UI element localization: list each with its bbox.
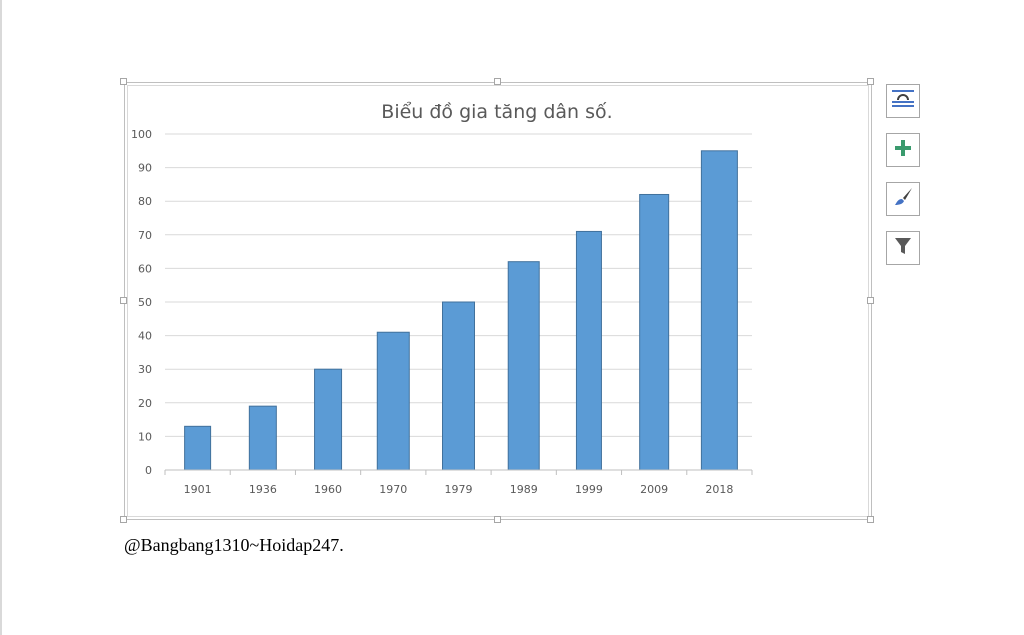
x-tick-label: 1936 <box>249 483 277 496</box>
resize-handle-top-right[interactable] <box>867 78 874 85</box>
bar-1989[interactable] <box>507 261 540 471</box>
chart-styles-button[interactable] <box>886 182 920 216</box>
y-tick-label: 80 <box>138 195 152 208</box>
chart-elements-button[interactable] <box>886 133 920 167</box>
chart-title: Biểu đồ gia tăng dân số. <box>381 101 612 123</box>
resize-handle-bottom-left[interactable] <box>120 516 127 523</box>
y-tick-label: 50 <box>138 296 152 309</box>
caption-text: @Bangbang1310~Hoidap247. <box>124 535 344 555</box>
chart-filters-button[interactable] <box>886 231 920 265</box>
plus-icon <box>893 138 913 163</box>
x-tick-label: 2009 <box>640 483 668 496</box>
page-left-edge <box>0 0 2 635</box>
resize-handle-bottom-right[interactable] <box>867 516 874 523</box>
resize-handle-right[interactable] <box>867 297 874 304</box>
x-tick-label: 1989 <box>510 483 538 496</box>
resize-handle-bottom[interactable] <box>494 516 501 523</box>
y-tick-label: 40 <box>138 330 152 343</box>
bar-1999[interactable] <box>575 230 602 471</box>
bars <box>184 150 738 471</box>
bar-1936[interactable] <box>248 405 277 471</box>
x-tick-label: 2018 <box>705 483 733 496</box>
funnel-icon <box>893 236 913 261</box>
x-tick-label: 1960 <box>314 483 342 496</box>
y-axis-labels: 0 10 20 30 40 50 60 70 80 90 100 <box>131 128 152 477</box>
bar-2009[interactable] <box>639 193 670 471</box>
bar-2018[interactable] <box>700 150 738 471</box>
brush-icon <box>892 186 914 213</box>
y-tick-label: 60 <box>138 262 152 275</box>
y-tick-label: 0 <box>145 464 152 477</box>
layout-options-button[interactable] <box>886 84 920 118</box>
y-tick-label: 100 <box>131 128 152 141</box>
x-tick-label: 1999 <box>575 483 603 496</box>
y-tick-label: 20 <box>138 397 152 410</box>
x-tick-label: 1901 <box>184 483 212 496</box>
y-tick-label: 10 <box>138 430 152 443</box>
x-tick-label: 1970 <box>379 483 407 496</box>
bar-1960[interactable] <box>314 368 343 471</box>
x-tick-label: 1979 <box>445 483 473 496</box>
layout-options-icon <box>891 89 915 114</box>
y-tick-label: 90 <box>138 162 152 175</box>
resize-handle-left[interactable] <box>120 297 127 304</box>
bar-1901[interactable] <box>184 425 212 471</box>
bar-1979[interactable] <box>442 301 475 471</box>
resize-handle-top-left[interactable] <box>120 78 127 85</box>
resize-handle-top[interactable] <box>494 78 501 85</box>
y-tick-label: 70 <box>138 229 152 242</box>
x-axis-labels: 1901 1936 1960 1970 1979 1989 1999 2009 2018 <box>164 470 753 496</box>
bar-1970[interactable] <box>376 331 410 471</box>
y-tick-label: 30 <box>138 363 152 376</box>
